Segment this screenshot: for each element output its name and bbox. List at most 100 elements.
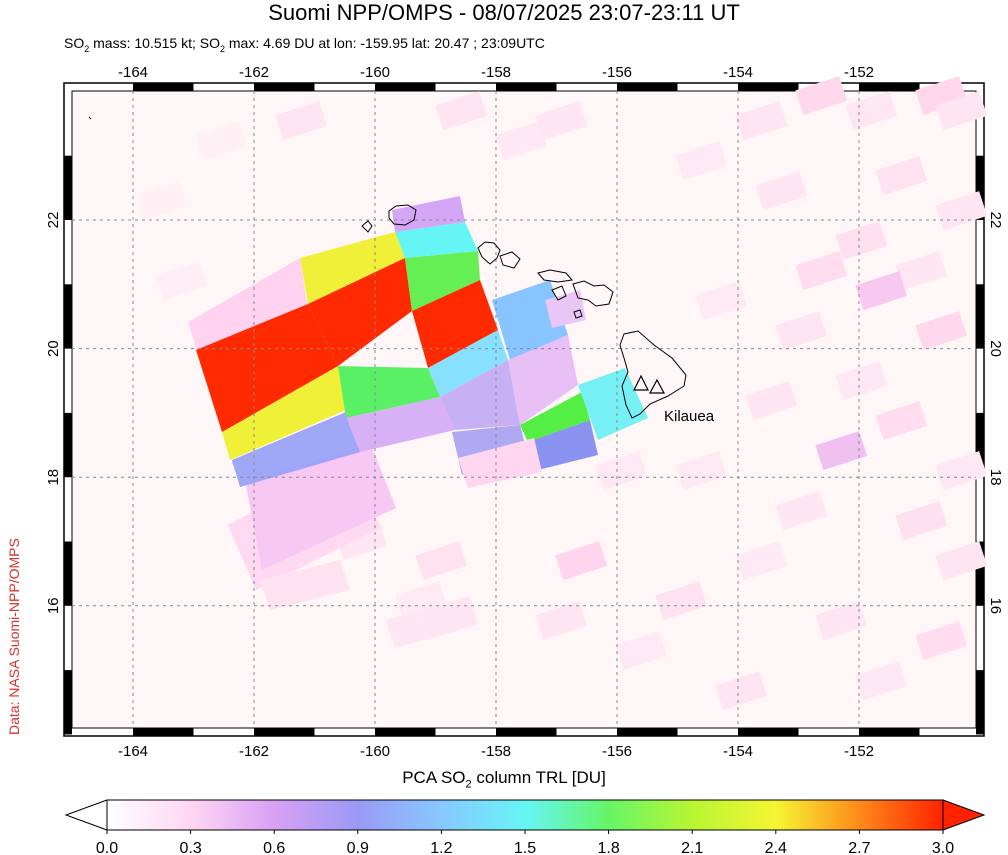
island-oahu: [477, 241, 501, 265]
frame-bar-top: [617, 83, 678, 91]
colorbar-tick-label: 0.6: [263, 840, 285, 855]
frame-bar-bottom: [133, 728, 194, 736]
so2-pixel-faint: [895, 251, 948, 291]
subtitle-subscript: 2: [219, 43, 225, 54]
so2-pixel-faint: [615, 631, 668, 671]
frame-bar-left: [64, 670, 72, 735]
colorbar-tick-label: 0.0: [96, 840, 118, 855]
background-so2-pixels: [135, 76, 988, 711]
lon-tick-label-top: -152: [844, 64, 874, 81]
so2-pixel-faint: [795, 76, 848, 116]
so2-pixel-faint: [935, 91, 988, 131]
small-islet: [88, 116, 92, 120]
so2-plume-cell: [508, 335, 578, 425]
frame-bar-right: [976, 284, 984, 349]
so2-plume-cell: [528, 420, 598, 470]
colorbar: 0.0 0.3 0.6 0.9 1.2 1.5 1.8 2.1 2.4 2.7 3.0: [64, 799, 986, 855]
so2-plume-cell: [520, 392, 590, 442]
so2-pixel-faint: [815, 431, 868, 471]
colorbar-tick-label: 2.7: [848, 840, 870, 855]
frame-bar-left: [64, 541, 72, 606]
colorbar-tick-label: 0.3: [179, 840, 201, 855]
lon-tick-label-bottom: -152: [844, 743, 874, 760]
frame-bar-bottom: [617, 728, 678, 736]
so2-pixel-faint: [535, 601, 588, 641]
frame-bar-right: [976, 155, 984, 220]
frame-bar-left: [64, 412, 72, 478]
so2-pixel-faint: [395, 581, 448, 621]
lon-tick-label-top: -158: [481, 64, 511, 81]
colorbar-tick-label: 2.1: [681, 840, 703, 855]
so2-pixel-faint: [155, 261, 208, 301]
lat-tick-label-right: 20: [987, 340, 1004, 357]
so2-pixel-faint: [915, 311, 968, 351]
subtitle-subscript: 2: [84, 43, 90, 54]
so2-pixel-faint: [535, 101, 588, 141]
frame-bar-top: [375, 83, 436, 91]
colorbar-over-arrow: [942, 799, 986, 831]
so2-plume-cell: [346, 397, 455, 452]
lon-tick-label-top: -154: [723, 64, 753, 81]
island-oahu-east: [499, 251, 521, 269]
frame-bar-right: [976, 412, 984, 478]
so2-pixel-faint: [915, 621, 968, 661]
so2-plume-cell: [196, 304, 338, 432]
colorbar-tick-label: 0.9: [347, 840, 369, 855]
so2-plume-cell: [385, 596, 478, 648]
so2-pixel-faint: [695, 281, 748, 321]
island-hawaii: [619, 330, 687, 419]
so2-plume-cell: [308, 258, 412, 366]
so2-plume-cell: [440, 360, 520, 430]
so2-pixel-faint: [595, 451, 648, 491]
colorbar-label-subscript: 2: [465, 778, 472, 791]
so2-plume-cell: [428, 330, 508, 397]
so2-pixel-faint: [415, 541, 468, 581]
volcano-marker-icon: [648, 378, 666, 394]
map-title: Suomi NPP/OMPS - 08/07/2025 23:07-23:11 …: [268, 0, 740, 25]
frame-bar-bottom: [254, 728, 315, 736]
so2-pixel-faint: [915, 76, 968, 116]
colorbar-tick-label: 1.2: [430, 840, 452, 855]
colorbar-ticks: 0.0 0.3 0.6 0.9 1.2 1.5 1.8 2.1 2.4 2.7 3.0: [96, 830, 954, 855]
so2-plume-cell: [405, 251, 480, 311]
so2-pixel-faint: [135, 181, 188, 221]
so2-plume-cell: [188, 258, 307, 351]
map-subtitle: SO2 mass: 10.515 kt; SO2 max: 4.69 DU at…: [64, 35, 545, 54]
so2-pixel-faint: [835, 361, 888, 401]
so2-pixel-faint: [895, 501, 948, 541]
so2-pixel-faint: [275, 101, 328, 141]
so2-plume-cell: [338, 366, 440, 418]
colorbar-label-part: column TRL [DU]: [471, 768, 606, 787]
axis-tick-labels: -164 -164 -162 -162 -160 -160 -158 -158 -156 -156…: [45, 64, 1004, 760]
island-maui: [572, 280, 614, 307]
island-kahoolawe: [573, 309, 583, 319]
so2-pixel-faint: [735, 541, 788, 581]
lon-tick-label-bottom: -164: [118, 743, 148, 760]
so2-pixel-faint: [735, 101, 788, 141]
colorbar-label: PCA SO2 column TRL [DU]: [0, 768, 1008, 790]
so2-pixel-faint: [935, 451, 988, 491]
frame-bar-left: [64, 155, 72, 220]
so2-plume-cell: [412, 280, 498, 368]
map-gridlines: [72, 91, 976, 728]
colorbar-tick-label: 3.0: [932, 840, 954, 855]
map-area: Kilauea: [71, 76, 988, 729]
lat-tick-label-left: 18: [45, 469, 62, 486]
lon-tick-label-top: -162: [239, 64, 269, 81]
island-lanai: [551, 285, 567, 301]
so2-plume-cell: [222, 366, 346, 460]
so2-pixel-faint: [815, 601, 868, 641]
lat-tick-label-right: 18: [987, 469, 1004, 486]
so2-pixel-faint: [195, 121, 248, 161]
frame-bar-bottom: [859, 728, 920, 736]
lon-tick-label-bottom: -154: [723, 743, 753, 760]
island-molokai: [537, 269, 573, 283]
so2-pixel-faint: [855, 661, 908, 701]
so2-pixel-faint: [775, 311, 828, 351]
frame-bar-left: [64, 284, 72, 349]
lon-tick-label-bottom: -158: [481, 743, 511, 760]
island-kauai: [388, 204, 417, 226]
frame-bar-top: [254, 83, 315, 91]
so2-plume-cell: [395, 222, 478, 258]
lat-tick-label-left: 22: [45, 212, 62, 229]
